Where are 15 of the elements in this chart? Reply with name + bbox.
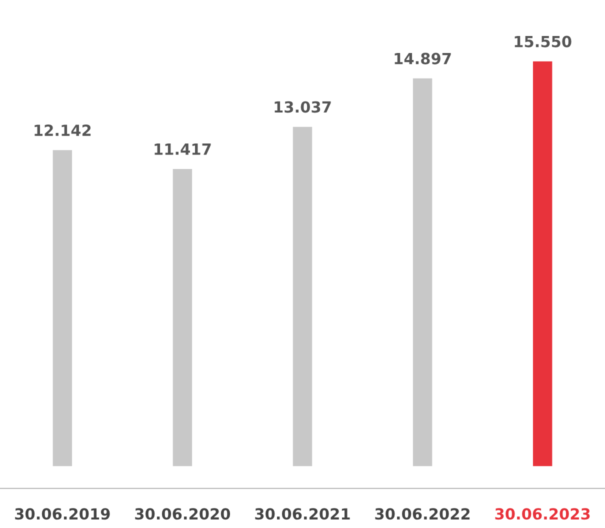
data-label: 14.897 (394, 52, 451, 64)
data-label: 11.417 (154, 144, 211, 155)
bar (52, 150, 72, 466)
x-tick-label: 30.06.2023 (495, 508, 590, 520)
x-tick-label: 30.06.2021 (255, 508, 350, 520)
x-tick-label: 30.06.2022 (375, 508, 470, 520)
x-tick-label: 30.06.2019 (15, 508, 110, 520)
data-label: 13.037 (274, 101, 331, 113)
bar (532, 61, 552, 466)
bar (172, 168, 192, 466)
bar (412, 78, 432, 466)
data-label: 15.550 (514, 36, 572, 48)
bar (292, 126, 312, 466)
data-label: 12.142 (34, 124, 91, 136)
x-tick-label: 30.06.2020 (135, 508, 230, 520)
